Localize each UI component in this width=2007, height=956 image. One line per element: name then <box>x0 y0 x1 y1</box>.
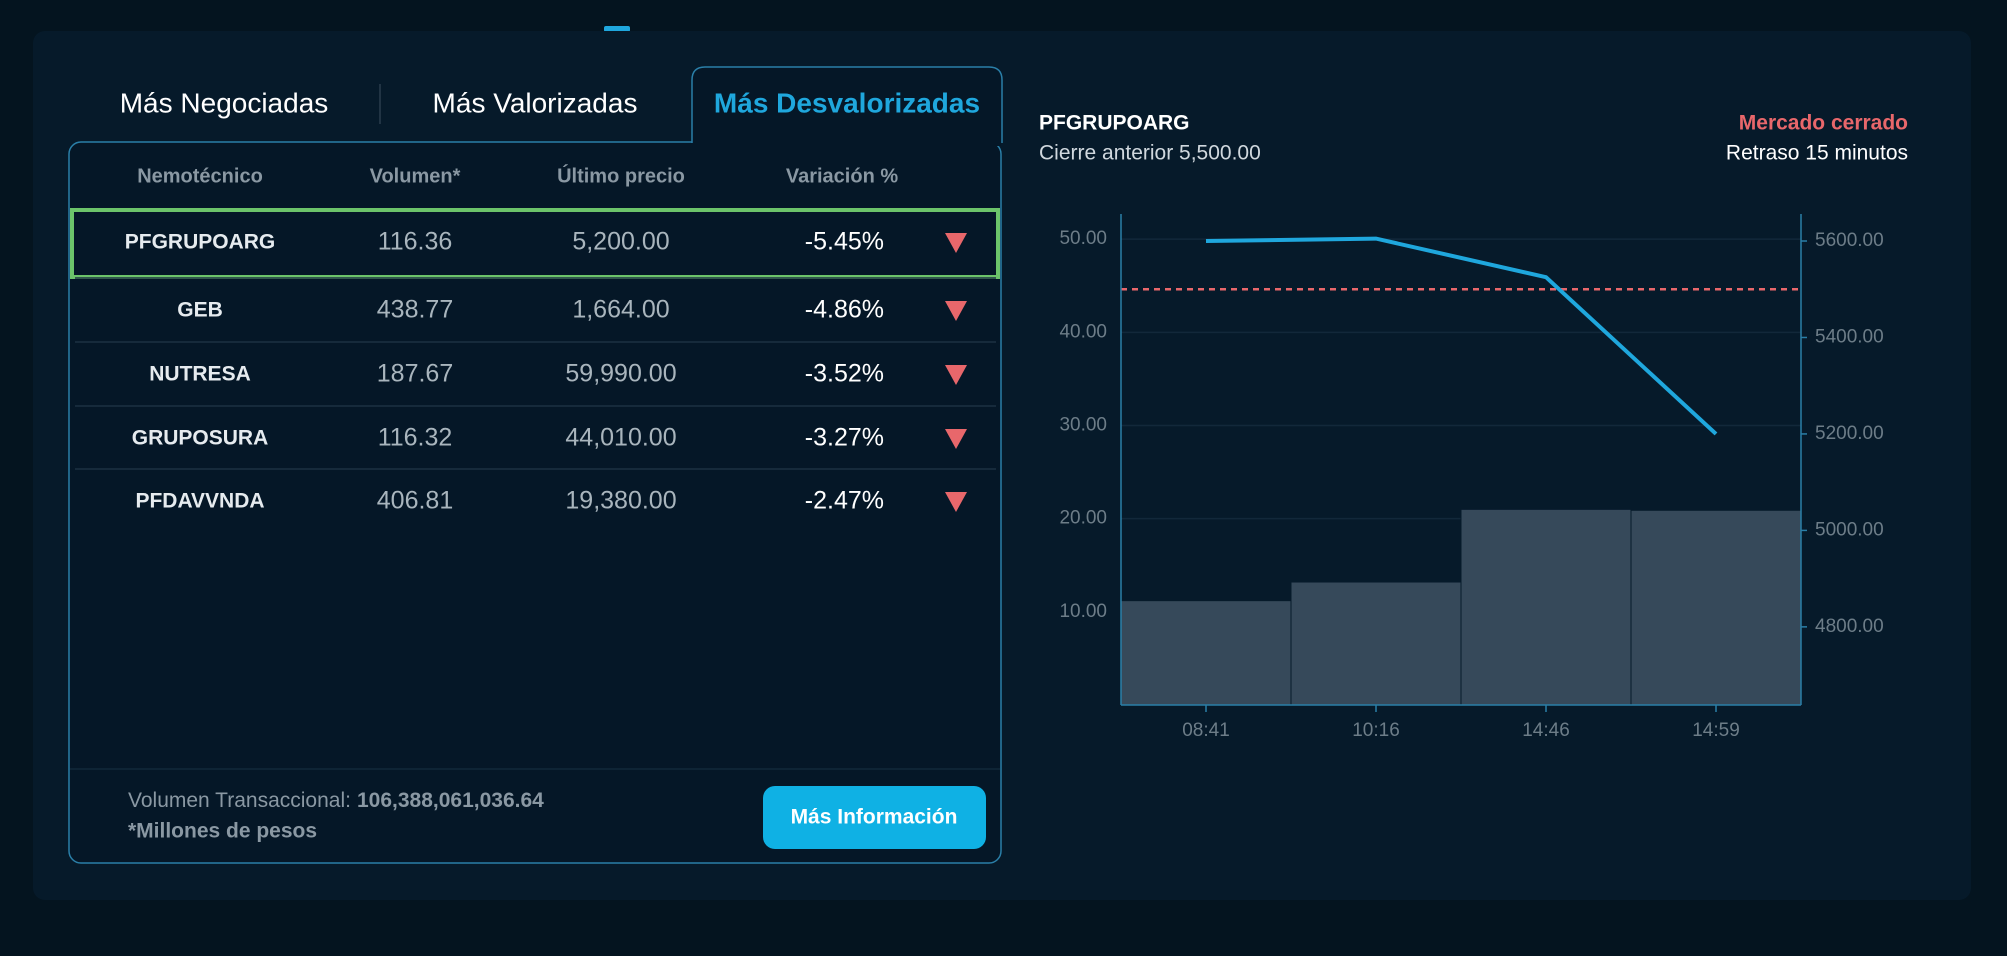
cell: 116.32 <box>378 424 453 452</box>
bar <box>1290 581 1462 706</box>
down-arrow <box>945 492 967 512</box>
chart-title: PFGRUPOARG <box>1039 112 1190 135</box>
y2-tick-label: 4800.00 <box>1815 616 1884 637</box>
y2-tick-label: 5000.00 <box>1815 519 1884 540</box>
delay-note: Retraso 15 minutos <box>1726 142 1908 165</box>
y2-tick-label: 5200.00 <box>1815 423 1884 444</box>
x-tick-label: 10:16 <box>1352 720 1400 741</box>
down-arrow <box>945 233 967 253</box>
y-tick-label: 50.00 <box>1059 228 1107 249</box>
market-status: Mercado cerrado <box>1739 112 1908 135</box>
table-box <box>68 141 1002 864</box>
volume-value: 106,388,061,036.64 <box>357 789 544 812</box>
y2-tick-label: 5400.00 <box>1815 326 1884 347</box>
cell: 59,990.00 <box>565 360 676 388</box>
ticker: GEB <box>177 299 223 322</box>
cell: 438.77 <box>377 296 453 324</box>
cell: 1,664.00 <box>572 296 669 324</box>
x-tick-label: 08:41 <box>1182 720 1230 741</box>
y2-tick-label: 5600.00 <box>1815 230 1884 251</box>
cell: 5,200.00 <box>572 228 669 256</box>
button[interactable] <box>763 786 986 849</box>
x-tick-label: 14:46 <box>1522 720 1570 741</box>
ticker: GRUPOSURA <box>132 427 269 450</box>
indicator <box>604 26 630 32</box>
selected-row <box>70 208 1000 279</box>
volume-label: Volumen Transaccional: <box>128 789 351 812</box>
bar <box>1120 600 1292 706</box>
ticker: NUTRESA <box>149 363 251 386</box>
tab-join <box>693 138 1001 146</box>
column-header: Volumen* <box>370 165 461 187</box>
cell: 406.81 <box>377 487 453 515</box>
y-tick-label: 10.00 <box>1059 601 1107 622</box>
cell: -3.52% <box>805 360 884 388</box>
tab[interactable]: Más Valorizadas <box>433 87 638 118</box>
cell: 44,010.00 <box>565 424 676 452</box>
price-line <box>1205 236 1718 436</box>
column-header: Último precio <box>557 163 685 187</box>
column-header: Variación % <box>786 165 898 187</box>
footer-volume: Volumen Transaccional: 106,388,061,036.64 <box>128 789 544 812</box>
ticker: PFGRUPOARG <box>125 231 276 254</box>
cell: -3.27% <box>805 424 884 452</box>
down-arrow <box>945 301 967 321</box>
tab[interactable]: Más Negociadas <box>120 87 329 118</box>
y-tick-label: 40.00 <box>1059 321 1107 342</box>
tab-active[interactable]: Más Desvalorizadas <box>714 87 980 118</box>
button-label[interactable]: Más Información <box>791 806 958 829</box>
bar <box>1630 509 1802 706</box>
cell: -4.86% <box>805 296 884 324</box>
column-header: Nemotécnico <box>137 165 263 187</box>
bar <box>1460 508 1632 706</box>
chart-subtitle: Cierre anterior 5,500.00 <box>1039 142 1261 165</box>
active-tab[interactable] <box>691 66 1003 143</box>
down-arrow <box>945 429 967 449</box>
x-tick-label: 14:59 <box>1692 720 1740 741</box>
cell: -5.45% <box>805 228 884 256</box>
down-arrow <box>945 365 967 385</box>
ticker: PFDAVVNDA <box>135 490 264 513</box>
cell: 116.36 <box>378 228 453 256</box>
footer-note: *Millones de pesos <box>128 820 317 843</box>
cell: 187.67 <box>377 360 453 388</box>
cell: -2.47% <box>805 487 884 515</box>
y-tick-label: 20.00 <box>1059 508 1107 529</box>
cell: 19,380.00 <box>565 487 676 515</box>
y-tick-label: 30.00 <box>1059 415 1107 436</box>
